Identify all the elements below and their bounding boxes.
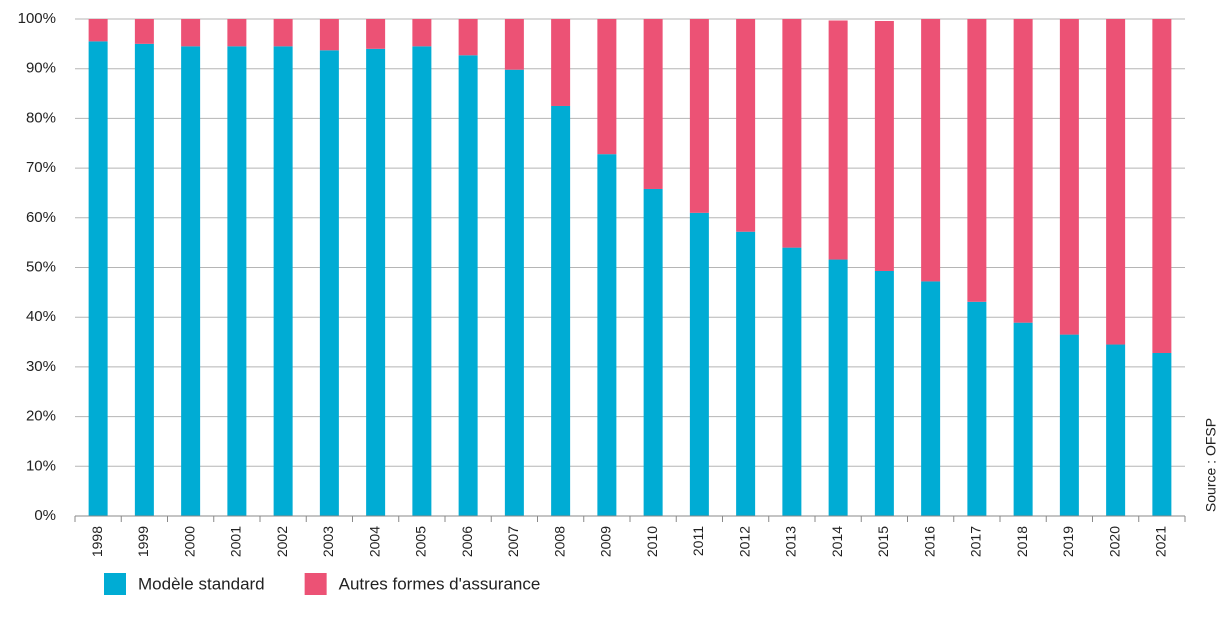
bar-segment — [921, 281, 941, 516]
bar-segment — [782, 247, 802, 516]
bar-segment — [551, 105, 571, 516]
bar-segment — [967, 19, 987, 302]
bar-segment — [273, 19, 293, 47]
x-tick-label: 2003 — [320, 526, 336, 557]
bar-segment — [1059, 19, 1079, 335]
x-tick-label: 2010 — [644, 526, 660, 557]
x-tick-label: 2017 — [968, 526, 984, 557]
bar-segment — [504, 19, 524, 70]
y-tick-label: 0% — [34, 507, 56, 524]
legend-label: Autres formes d'assurance — [339, 574, 541, 593]
legend-swatch — [304, 573, 327, 595]
bar-segment — [1059, 334, 1079, 516]
bar-segment — [273, 46, 293, 517]
bar-segment — [597, 19, 617, 155]
bar-segment — [736, 231, 756, 516]
bar-segment — [1152, 352, 1172, 516]
y-tick-label: 40% — [26, 308, 56, 325]
x-tick-label: 2013 — [783, 526, 799, 557]
bar-segment — [1152, 19, 1172, 353]
x-tick-label: 2001 — [228, 526, 244, 557]
bar-segment — [412, 46, 432, 517]
source: Source : OFSP — [1203, 418, 1219, 512]
x-tick-label: 2018 — [1014, 526, 1030, 557]
x-tick-label: 2014 — [829, 526, 845, 557]
bar-segment — [1013, 322, 1033, 516]
x-tick-label: 2012 — [736, 526, 752, 557]
bar-segment — [181, 46, 201, 517]
x-tick-label: 2015 — [875, 526, 891, 557]
x-tick-label: 1999 — [135, 526, 151, 557]
bar-segment — [643, 19, 663, 189]
x-tick-label: 2000 — [181, 526, 197, 557]
bar-segment — [874, 20, 894, 271]
bar-segment — [828, 20, 848, 260]
x-tick-label: 2011 — [690, 526, 706, 556]
x-tick-label: 2009 — [598, 526, 614, 557]
bar-segment — [551, 19, 571, 106]
bar-segment — [227, 46, 247, 517]
x-tick-label: 2008 — [551, 526, 567, 557]
y-tick-label: 10% — [26, 457, 56, 474]
x-tick-label: 2004 — [366, 526, 382, 557]
bar-segment — [319, 19, 339, 51]
bar-segment — [458, 19, 478, 56]
y-tick-label: 20% — [26, 408, 56, 425]
bar-segment — [134, 43, 154, 516]
x-tick-label: 2007 — [505, 526, 521, 557]
y-tick-label: 60% — [26, 209, 56, 226]
bar-segment — [134, 19, 154, 44]
bar-segment — [227, 19, 247, 47]
bar-segment — [458, 55, 478, 516]
legend-swatch — [104, 573, 126, 595]
bar-segment — [1013, 19, 1033, 323]
bar-segment — [181, 19, 201, 47]
y-tick-label: 80% — [26, 109, 56, 126]
x-tick-label: 2006 — [459, 526, 475, 557]
x-tick-label: 2019 — [1060, 526, 1076, 557]
bar-segment — [828, 259, 848, 516]
bar-segment — [366, 19, 386, 49]
bar-segment — [88, 19, 108, 42]
x-tick-label: 1998 — [89, 526, 105, 557]
bar-segment — [366, 48, 386, 516]
bar-segment — [782, 19, 802, 248]
bar-segment — [597, 154, 617, 516]
bar-segment — [874, 270, 894, 516]
bar-segment — [967, 301, 987, 516]
bar-segment — [643, 188, 663, 516]
x-tick-label: 2002 — [274, 526, 290, 557]
x-tick-label: 2016 — [921, 526, 937, 557]
y-tick-label: 30% — [26, 358, 56, 375]
bar-segment — [412, 19, 432, 47]
x-tick-label: 2021 — [1153, 526, 1169, 557]
bar-segment — [689, 19, 709, 213]
y-tick-label: 70% — [26, 159, 56, 176]
y-tick-label: 50% — [26, 258, 56, 275]
bar-segment — [88, 41, 108, 517]
bar-segment — [921, 19, 941, 282]
y-tick-label: 100% — [18, 10, 56, 27]
bar-segment — [736, 19, 756, 232]
bar-segment — [319, 50, 339, 516]
legend-label: Modèle standard — [138, 574, 265, 593]
bar-segment — [1106, 344, 1126, 516]
bar-segment — [504, 69, 524, 516]
bar-segment — [1106, 19, 1126, 345]
y-tick-label: 90% — [26, 60, 56, 77]
x-tick-label: 2005 — [413, 526, 429, 557]
x-tick-label: 2020 — [1106, 526, 1122, 557]
bar-segment — [689, 212, 709, 516]
